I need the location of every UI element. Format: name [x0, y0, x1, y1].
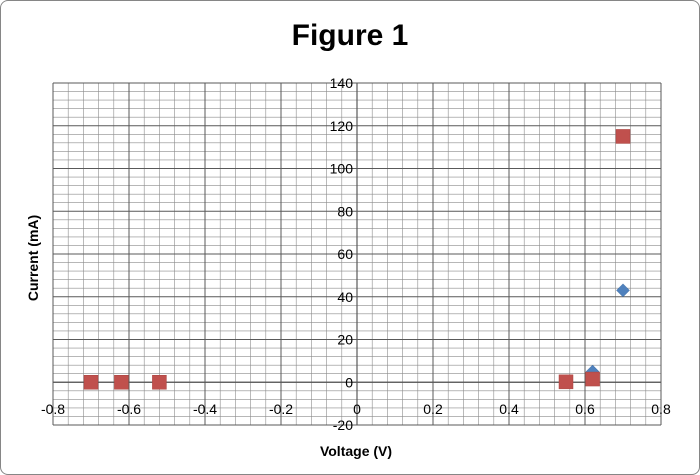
- y-tick-label: 100: [330, 161, 354, 177]
- x-tick-label: 0.6: [575, 401, 595, 417]
- square-marker: [615, 129, 631, 144]
- chart-title: Figure 1: [291, 19, 409, 52]
- x-tick-label: 0.4: [499, 401, 519, 417]
- x-tick-label: -0.6: [117, 401, 141, 417]
- y-tick-label: 0: [345, 374, 353, 390]
- x-tick-label: 0.8: [651, 401, 671, 417]
- square-marker: [152, 375, 167, 390]
- y-tick-label: 60: [337, 246, 353, 262]
- x-tick-label: 0: [353, 401, 361, 417]
- x-axis-title: Voltage (V): [319, 443, 393, 459]
- x-tick-label: -0.2: [269, 401, 293, 417]
- square-marker: [114, 375, 129, 390]
- x-tick-label: 0.2: [423, 401, 443, 417]
- y-tick-label: 140: [330, 75, 354, 91]
- x-tick-label: -0.4: [193, 401, 217, 417]
- square-marker: [558, 374, 574, 390]
- y-tick-label: 40: [337, 289, 353, 305]
- x-tick-label: -0.8: [41, 401, 65, 417]
- y-tick-label: 80: [337, 203, 353, 219]
- y-tick-label: 20: [337, 332, 353, 348]
- square-marker: [83, 375, 99, 390]
- data-markers: [83, 129, 631, 390]
- y-tick-label: 120: [330, 118, 354, 134]
- diamond-marker: [616, 283, 630, 298]
- tick-labels: -0.8 -0.6 -0.4 -0.2 0 0.2 0.4 0.6 0.8-2002040608…: [41, 75, 671, 433]
- square-marker: [585, 371, 600, 387]
- y-tick-label: -20: [333, 417, 353, 433]
